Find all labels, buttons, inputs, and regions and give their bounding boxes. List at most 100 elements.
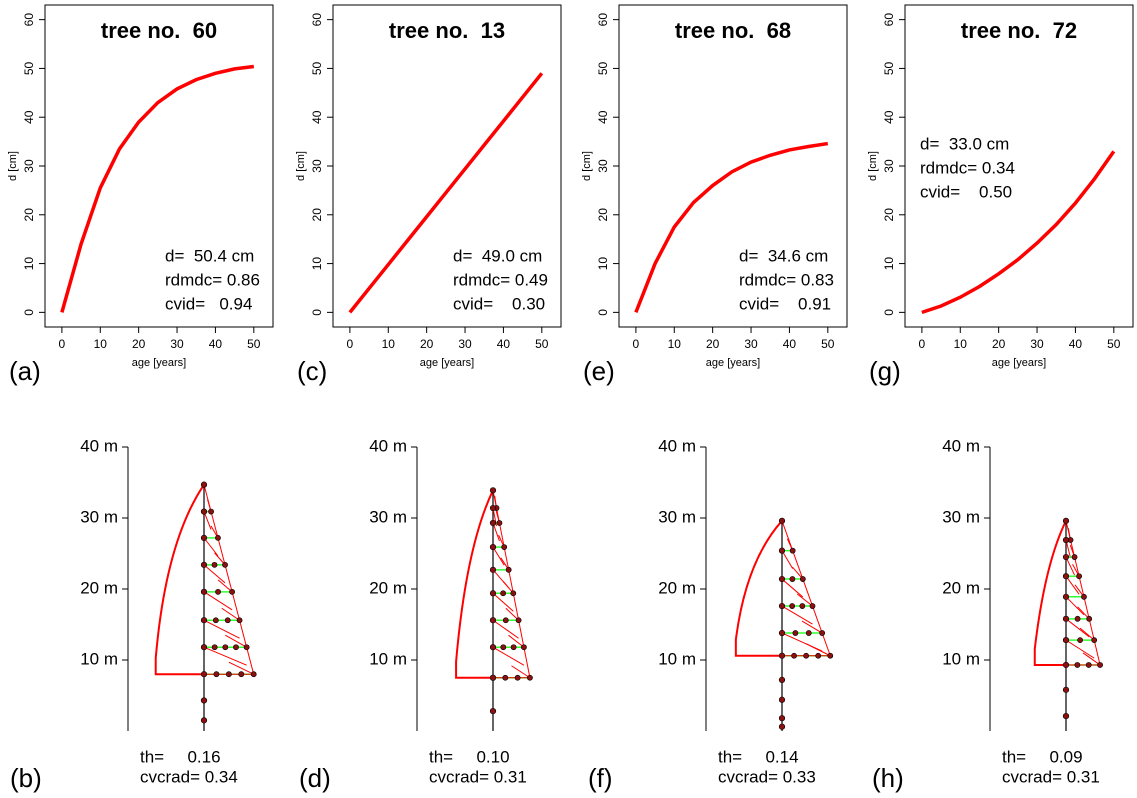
branch-link (228, 661, 254, 675)
x-tick-label: 10 (668, 337, 682, 351)
branch-node (215, 588, 221, 595)
x-tick-label: 0 (919, 337, 926, 351)
branch-node (789, 576, 796, 582)
whorl (200, 588, 208, 595)
branch-link (217, 579, 233, 593)
whorl (489, 566, 497, 573)
y-tick-label: 10 m (942, 649, 980, 668)
branch-link (1082, 652, 1101, 666)
branch-link (492, 646, 525, 666)
y-tick-label: 60 (596, 13, 610, 27)
annotation: cvcrad= 0.31 (1002, 767, 1100, 786)
y-tick-label: 30 m (658, 507, 696, 526)
whorl (778, 715, 786, 722)
annotation: d= 49.0 cm (453, 246, 542, 265)
branch-node (222, 644, 229, 651)
whorl (489, 644, 497, 651)
branch-node (827, 652, 834, 659)
panel-label: (b) (10, 763, 42, 793)
y-axis-label: d [cm] (867, 151, 879, 181)
growth-line (60, 64, 255, 313)
y-tick-label: 10 m (80, 649, 118, 668)
branch-link (801, 620, 823, 634)
annotation: d= 34.6 cm (739, 246, 828, 265)
y-tick-label: 0 (596, 309, 610, 316)
annotation: rdmdc= 0.83 (739, 270, 834, 289)
x-tick-label: 0 (59, 337, 66, 351)
whorl (200, 561, 208, 568)
branch-node (238, 671, 245, 678)
whorl (489, 590, 497, 597)
y-tick-label: 0 (22, 309, 36, 316)
annotation: cvcrad= 0.33 (718, 767, 816, 786)
y-tick-label: 40 (22, 110, 36, 124)
whorl (1062, 573, 1070, 580)
x-tick-label: 40 (497, 337, 511, 351)
y-tick-label: 0 (882, 309, 896, 316)
whorl (778, 547, 786, 554)
branch-link (805, 643, 831, 657)
x-tick-label: 0 (633, 337, 640, 351)
whorl (778, 723, 786, 730)
branch-node (789, 547, 796, 554)
x-tick-label: 50 (535, 337, 549, 351)
branch-link (781, 550, 794, 569)
annotation: rdmdc= 0.86 (165, 270, 260, 289)
y-tick-label: 10 (882, 257, 896, 271)
branch-node (502, 674, 509, 681)
y-tick-label: 50 (22, 61, 36, 75)
y-tick-label: 10 (310, 257, 324, 271)
branch-link (203, 511, 212, 530)
branch-node (1085, 662, 1092, 668)
branch-node (521, 644, 527, 651)
growth-line (921, 150, 1116, 315)
y-tick-label: 30 m (942, 507, 980, 526)
branch-node (1091, 637, 1098, 644)
y-tick-label: 10 m (658, 649, 696, 668)
x-tick-label: 20 (132, 337, 146, 351)
x-tick-label: 20 (706, 337, 720, 351)
branch-node (805, 630, 812, 636)
x-tick-label: 10 (94, 337, 108, 351)
whorl (200, 644, 208, 651)
annotation: 0.14 (765, 747, 798, 766)
x-tick-label: 30 (170, 337, 184, 351)
panel-label: (h) (872, 763, 904, 793)
y-tick-label: 20 m (658, 578, 696, 597)
annotation: cvcrad= 0.31 (429, 767, 527, 786)
annotation: cvid= 0.30 (453, 294, 545, 313)
whorl (778, 696, 786, 703)
y-tick-label: 40 m (369, 436, 407, 455)
y-tick-label: 40 m (80, 436, 118, 455)
y-tick-label: 40 m (658, 436, 696, 455)
branch-link (203, 619, 240, 639)
x-tick-label: 20 (992, 337, 1006, 351)
y-axis-label: d [cm] (581, 151, 593, 181)
annotation: rdmdc= 0.34 (920, 158, 1015, 177)
branch-node (515, 617, 522, 624)
crown-outline (734, 520, 783, 657)
branch-link (1065, 556, 1076, 576)
x-tick-label: 30 (744, 337, 758, 351)
whorl (1062, 661, 1070, 669)
branch-link (203, 591, 233, 611)
branch-node (505, 566, 512, 573)
panel-label: (a) (9, 356, 41, 386)
x-tick-label: 0 (347, 337, 354, 351)
branch-link (1065, 639, 1095, 659)
branch-node (233, 644, 239, 651)
branch-node (502, 617, 509, 624)
x-tick-label: 10 (382, 337, 396, 351)
annotation: cvid= 0.91 (739, 294, 831, 313)
x-tick-label: 50 (247, 337, 261, 351)
whorl (489, 519, 497, 527)
y-tick-label: 30 m (80, 507, 118, 526)
branch-link (1065, 575, 1080, 595)
branch-node (212, 617, 219, 624)
y-tick-label: 20 m (80, 578, 118, 597)
x-tick-label: 20 (420, 337, 434, 351)
branch-link (1079, 627, 1095, 641)
branch-node (809, 603, 816, 609)
y-tick-label: 60 (310, 13, 324, 27)
y-tick-label: 10 (596, 257, 610, 271)
